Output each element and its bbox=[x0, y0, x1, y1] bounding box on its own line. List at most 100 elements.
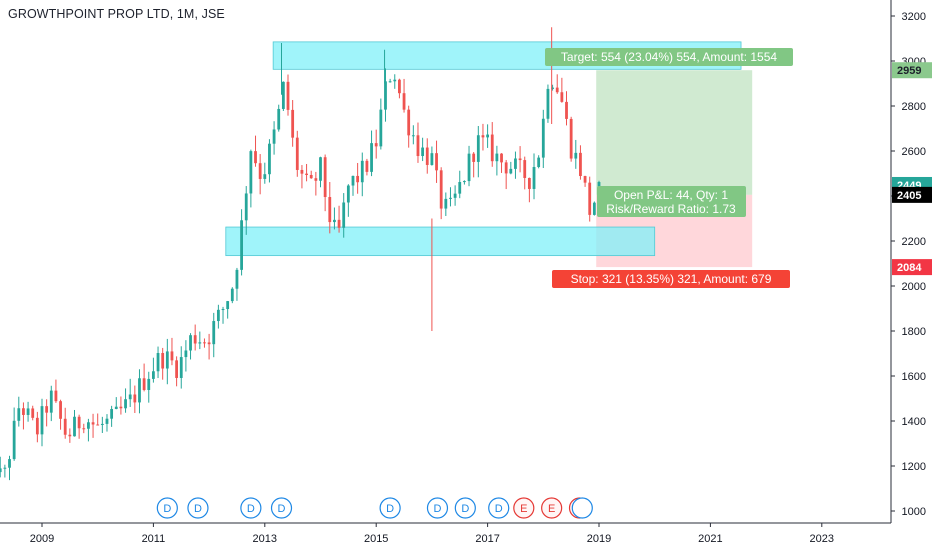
candle[interactable] bbox=[449, 197, 452, 199]
candle[interactable] bbox=[193, 335, 197, 344]
candle[interactable] bbox=[31, 408, 35, 418]
candle[interactable] bbox=[314, 178, 318, 181]
candle[interactable] bbox=[592, 202, 596, 215]
candle[interactable] bbox=[435, 153, 438, 171]
candle[interactable] bbox=[230, 288, 234, 302]
candle[interactable] bbox=[346, 185, 350, 203]
support-zone[interactable] bbox=[225, 226, 656, 257]
candle[interactable] bbox=[147, 378, 151, 390]
candle[interactable] bbox=[114, 406, 118, 410]
candle[interactable] bbox=[216, 309, 220, 322]
candle[interactable] bbox=[152, 371, 155, 379]
candle[interactable] bbox=[156, 353, 160, 372]
candle[interactable] bbox=[551, 87, 554, 89]
candle[interactable] bbox=[472, 153, 476, 162]
candle[interactable] bbox=[82, 428, 86, 430]
candle[interactable] bbox=[119, 406, 123, 409]
candle[interactable] bbox=[370, 143, 373, 172]
candle[interactable] bbox=[161, 353, 165, 369]
candle[interactable] bbox=[268, 143, 271, 175]
candle[interactable] bbox=[523, 160, 527, 178]
candle[interactable] bbox=[263, 174, 267, 179]
candle[interactable] bbox=[272, 129, 276, 144]
candle[interactable] bbox=[444, 198, 448, 209]
candle[interactable] bbox=[481, 135, 485, 138]
candle[interactable] bbox=[212, 321, 216, 345]
candle[interactable] bbox=[291, 109, 295, 138]
candle[interactable] bbox=[49, 390, 53, 413]
candle[interactable] bbox=[45, 406, 49, 413]
candle[interactable] bbox=[388, 81, 392, 83]
candle[interactable] bbox=[430, 153, 434, 165]
candle[interactable] bbox=[73, 416, 76, 437]
candle[interactable] bbox=[342, 202, 346, 228]
candle[interactable] bbox=[569, 118, 573, 159]
candle[interactable] bbox=[226, 301, 230, 310]
candle[interactable] bbox=[244, 193, 248, 221]
candle[interactable] bbox=[110, 409, 114, 419]
candle[interactable] bbox=[541, 118, 545, 158]
candle[interactable] bbox=[3, 467, 7, 469]
candle[interactable] bbox=[384, 81, 387, 110]
candle[interactable] bbox=[588, 182, 592, 215]
candle[interactable] bbox=[360, 160, 364, 183]
candle[interactable] bbox=[221, 309, 225, 311]
candle[interactable] bbox=[59, 401, 62, 419]
earnings-marker[interactable]: E bbox=[513, 497, 535, 519]
candle[interactable] bbox=[425, 147, 429, 165]
candle[interactable] bbox=[514, 158, 517, 169]
candle[interactable] bbox=[509, 168, 513, 174]
candle[interactable] bbox=[295, 137, 299, 170]
candle[interactable] bbox=[333, 219, 336, 223]
candle[interactable] bbox=[87, 422, 90, 429]
candle[interactable] bbox=[63, 418, 67, 435]
candle[interactable] bbox=[54, 390, 58, 402]
candle[interactable] bbox=[203, 342, 206, 344]
candle[interactable] bbox=[281, 81, 285, 109]
candle[interactable] bbox=[17, 408, 21, 421]
candle[interactable] bbox=[356, 175, 360, 183]
candle[interactable] bbox=[286, 81, 290, 110]
candle[interactable] bbox=[532, 167, 536, 189]
dividend-marker[interactable]: D bbox=[187, 497, 209, 519]
candle[interactable] bbox=[240, 220, 243, 270]
candle[interactable] bbox=[26, 408, 30, 415]
candle[interactable] bbox=[337, 219, 341, 228]
candle[interactable] bbox=[411, 135, 415, 137]
candle[interactable] bbox=[198, 342, 202, 344]
candle[interactable] bbox=[35, 417, 39, 435]
candle[interactable] bbox=[100, 423, 104, 425]
candle[interactable] bbox=[527, 177, 531, 189]
candle[interactable] bbox=[305, 173, 308, 175]
candle[interactable] bbox=[365, 160, 369, 172]
dividend-marker[interactable]: D bbox=[270, 497, 293, 519]
candle[interactable] bbox=[12, 420, 16, 460]
candle[interactable] bbox=[504, 162, 508, 174]
candle[interactable] bbox=[165, 351, 169, 369]
stop-label[interactable]: Stop: 321 (13.35%) 321, Amount: 679 bbox=[552, 270, 790, 288]
candle[interactable] bbox=[453, 193, 457, 198]
candle[interactable] bbox=[421, 147, 425, 157]
candle[interactable] bbox=[555, 87, 559, 93]
candle[interactable] bbox=[142, 378, 146, 390]
candle[interactable] bbox=[486, 134, 489, 138]
candle[interactable] bbox=[68, 434, 72, 437]
dividend-marker[interactable] bbox=[571, 497, 593, 519]
candle[interactable] bbox=[105, 418, 109, 424]
candle[interactable] bbox=[476, 135, 480, 162]
candle[interactable] bbox=[189, 335, 192, 351]
candle[interactable] bbox=[91, 422, 95, 425]
candle[interactable] bbox=[319, 157, 322, 181]
dividend-marker[interactable]: D bbox=[426, 497, 449, 519]
candle[interactable] bbox=[258, 163, 262, 179]
candle[interactable] bbox=[170, 351, 174, 361]
candle[interactable] bbox=[179, 357, 183, 378]
candle[interactable] bbox=[254, 151, 257, 164]
candle[interactable] bbox=[402, 93, 406, 110]
candle[interactable] bbox=[560, 92, 564, 102]
candle[interactable] bbox=[565, 101, 568, 119]
dividend-marker[interactable]: D bbox=[240, 497, 262, 519]
candle[interactable] bbox=[300, 169, 304, 174]
target-label[interactable]: Target: 554 (23.04%) 554, Amount: 1554 bbox=[545, 48, 793, 66]
